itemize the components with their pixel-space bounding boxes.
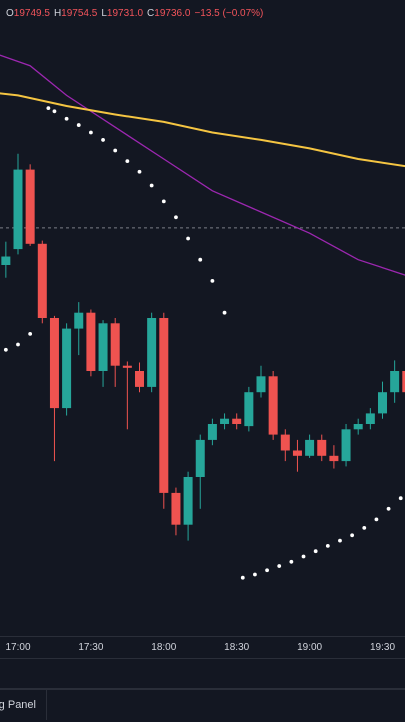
candle-body	[171, 492, 181, 525]
time-tick-label: 19:30	[369, 642, 396, 653]
psar-dot	[386, 506, 391, 511]
open-value: 19749.5	[13, 8, 50, 19]
trading-panel-tab[interactable]: Trading Panel	[0, 690, 47, 720]
psar-dot	[46, 106, 51, 111]
candle-body	[207, 424, 217, 440]
time-tick-label: 18:30	[224, 642, 250, 653]
candle-body	[365, 413, 375, 424]
candle-body	[86, 312, 96, 371]
candle-body	[37, 243, 47, 318]
candle-body	[195, 439, 205, 477]
psar-dot	[125, 159, 130, 164]
psar-dot	[89, 130, 93, 135]
psar-dot	[289, 559, 294, 564]
psar-dot	[198, 257, 203, 262]
psar-dot	[222, 310, 227, 315]
open-label: O	[6, 8, 14, 19]
candle-body	[305, 439, 315, 456]
high-value: 19754.5	[61, 8, 98, 19]
ohlc-legend: O19749.5 H19754.5 L19731.0 C19736.0 −13.…	[6, 6, 267, 22]
psar-dot	[52, 109, 57, 114]
candle-body	[183, 477, 193, 525]
time-tick-label: 18:00	[151, 642, 177, 653]
candle-body	[232, 418, 242, 424]
candle-body	[13, 169, 23, 250]
close-label: C	[147, 8, 155, 19]
ma-slow-line	[0, 92, 405, 168]
psar-dot	[374, 517, 379, 522]
candle-body	[1, 256, 11, 265]
candle-body	[353, 424, 363, 430]
candle-body	[390, 371, 400, 393]
candle-body	[341, 429, 351, 462]
time-axis[interactable]: 17:00 17:30 18:00 18:30 19:00 19:30	[0, 636, 405, 659]
psar-dot	[137, 169, 142, 174]
psar-dot	[149, 183, 154, 188]
candle-body	[159, 318, 169, 493]
change-value: −13.5 (−0.07%)	[194, 8, 264, 19]
price-chart[interactable]	[0, 0, 405, 636]
low-label: L	[101, 8, 107, 19]
psar-dot	[76, 123, 81, 127]
psar-dot	[277, 564, 282, 568]
psar-dot	[325, 544, 330, 548]
candle-body	[402, 371, 405, 393]
psar-dot	[362, 525, 367, 530]
psar-dot	[350, 533, 355, 538]
timeframe-bar	[0, 658, 405, 689]
candle-body	[329, 455, 339, 462]
psar-dot	[3, 347, 8, 352]
psar-dot	[240, 575, 245, 580]
low-value: 19731.0	[106, 8, 144, 19]
candle-body	[147, 318, 157, 387]
psar-dot	[265, 568, 269, 573]
candle-body	[98, 323, 108, 371]
psar-dot	[301, 554, 306, 559]
candle-body	[268, 376, 278, 435]
ma-fast-line	[0, 54, 405, 276]
psar-dot	[186, 236, 191, 241]
candle-body	[110, 323, 120, 366]
time-tick-label: 17:00	[5, 642, 31, 653]
trading-panel-tab-label: Trading Panel	[0, 699, 36, 711]
psar-dot	[113, 148, 118, 153]
candle-body	[220, 418, 230, 424]
close-value: 19736.0	[154, 8, 191, 19]
high-label: H	[53, 8, 62, 19]
psar-dot	[338, 538, 342, 543]
candle-body	[25, 169, 35, 244]
psar-dot	[174, 215, 178, 220]
candle-body	[135, 371, 144, 387]
psar-dot	[253, 572, 257, 577]
candle-body	[122, 365, 132, 368]
candle-body	[317, 439, 327, 456]
time-tick-label: 17:30	[78, 642, 104, 653]
bottom-toolbar: Trading Panel	[0, 688, 405, 722]
psar-dot	[210, 279, 215, 283]
psar-dot	[161, 199, 166, 204]
candle-body	[49, 318, 59, 409]
psar-dot	[28, 332, 33, 336]
candle-body	[378, 392, 387, 414]
psar-dot	[16, 342, 20, 347]
candle-body	[62, 328, 72, 409]
time-tick-label: 19:00	[297, 642, 323, 653]
candle-body	[292, 450, 302, 456]
psar-dot	[64, 116, 69, 121]
psar-dot	[313, 549, 318, 554]
psar-dot	[398, 496, 403, 501]
candle-body	[244, 392, 254, 427]
candle-body	[256, 376, 266, 393]
psar-dot	[101, 138, 105, 142]
candle-body	[280, 434, 290, 451]
candle-body	[74, 312, 84, 329]
